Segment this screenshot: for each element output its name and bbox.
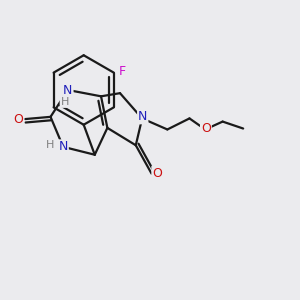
Text: O: O xyxy=(201,122,211,135)
Text: N: N xyxy=(63,83,73,97)
Text: O: O xyxy=(152,167,162,180)
Text: H: H xyxy=(61,97,69,107)
Text: F: F xyxy=(119,64,126,78)
Text: N: N xyxy=(138,110,147,123)
Text: O: O xyxy=(14,112,23,126)
Text: H: H xyxy=(46,140,55,150)
Text: N: N xyxy=(58,140,68,153)
